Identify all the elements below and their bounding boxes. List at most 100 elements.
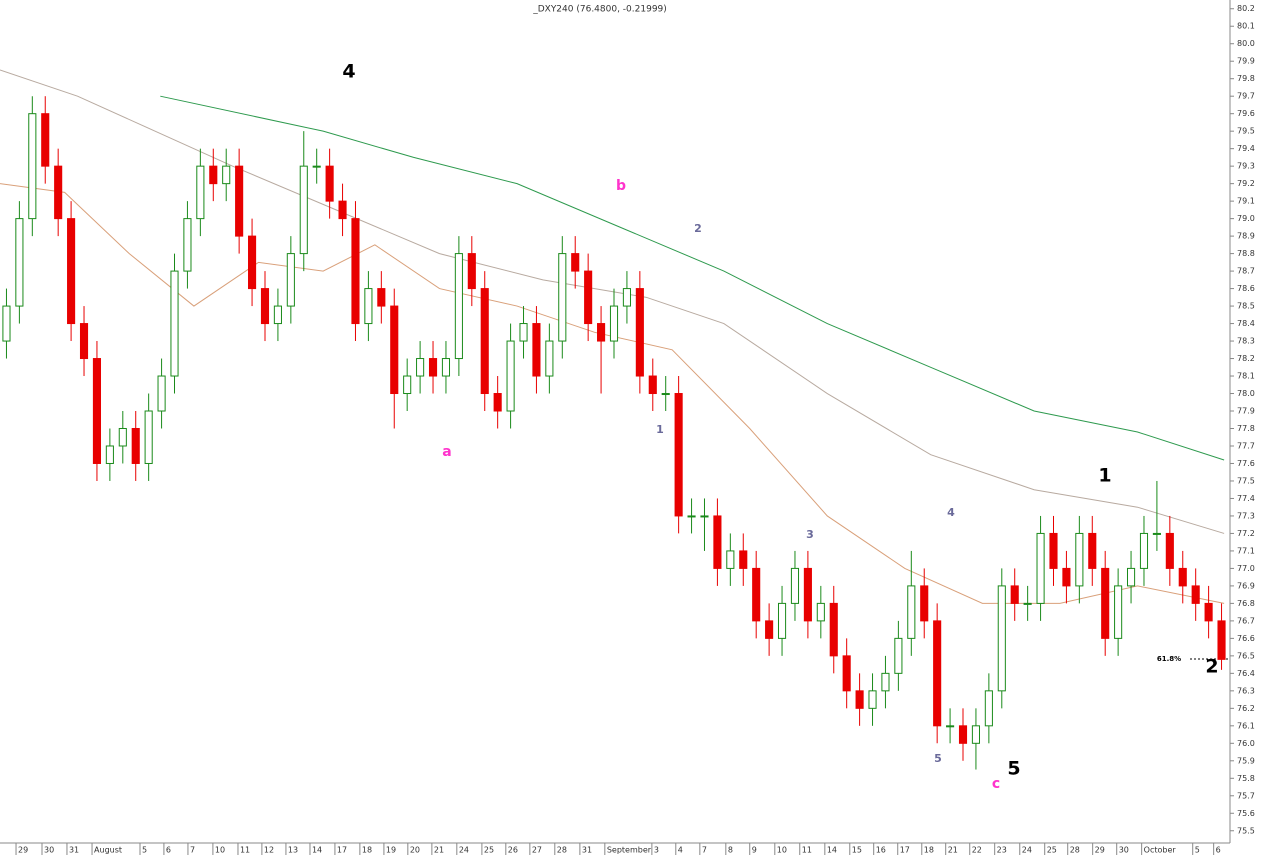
y-tick-label: 77.4 [1237, 494, 1255, 503]
x-tick-label: 14 [827, 846, 837, 855]
candle-body [67, 218, 76, 325]
x-tick-label: 25 [484, 846, 494, 855]
candle-body [1101, 567, 1110, 639]
candle-body [364, 288, 373, 325]
y-tick-label: 76.8 [1237, 599, 1255, 608]
y-tick-label: 78.7 [1237, 267, 1255, 276]
candle-body [661, 393, 670, 396]
x-tick-label: 21 [948, 846, 958, 855]
x-tick-label: 18 [924, 846, 934, 855]
candle-body [803, 567, 812, 622]
annotation: c [992, 776, 1000, 792]
x-tick-label: 27 [532, 846, 542, 855]
candle-body [713, 515, 722, 569]
candle-body [118, 427, 127, 447]
y-tick-label: 77.1 [1237, 546, 1255, 555]
x-tick-label: 15 [852, 846, 862, 855]
candle-body [403, 375, 412, 395]
y-tick-label: 78.5 [1237, 302, 1255, 311]
candle-body [1075, 532, 1084, 587]
candle-body [351, 218, 360, 325]
y-tick-label: 76.9 [1237, 581, 1255, 590]
candle-body [790, 567, 800, 604]
y-tick-label: 79.3 [1237, 162, 1255, 171]
candle-body [958, 725, 968, 744]
y-tick-label: 76.7 [1237, 616, 1255, 625]
candle-body [183, 218, 192, 272]
y-tick-label: 78.3 [1237, 337, 1255, 346]
x-tick-label: 22 [972, 846, 982, 855]
y-tick-label: 79.6 [1237, 109, 1255, 118]
y-tick-label: 77.3 [1237, 511, 1255, 520]
candle-body [325, 165, 334, 202]
candle-body [726, 550, 735, 569]
candle-body [739, 550, 748, 569]
candle-body [157, 375, 166, 412]
annotation: 3 [806, 528, 814, 541]
candle-body [687, 515, 696, 518]
y-tick-label: 79.7 [1237, 92, 1255, 101]
annotation: 2 [694, 222, 702, 235]
candle-body [907, 585, 916, 639]
candle-body [1036, 532, 1045, 604]
candle-body [338, 200, 347, 220]
y-tick-label: 76.1 [1237, 721, 1255, 730]
x-tick-label: 26 [508, 846, 518, 855]
candle-body [584, 270, 593, 325]
x-tick-label: 5 [142, 846, 147, 855]
candle-body [480, 288, 489, 395]
candle-body [170, 270, 179, 377]
y-tick-label: 79.9 [1237, 57, 1255, 66]
moving-average [0, 69, 1225, 534]
candle-body [209, 165, 218, 185]
annotation: 4 [342, 61, 355, 83]
x-tick-label: 7 [190, 846, 195, 855]
candle-body [519, 323, 528, 342]
y-tick-label: 78.1 [1237, 372, 1255, 381]
candle-body [377, 288, 386, 307]
x-tick-label: 10 [215, 846, 225, 855]
x-tick-label: 24 [459, 846, 469, 855]
x-tick-label: 21 [434, 846, 444, 855]
y-tick-label: 76.4 [1237, 669, 1255, 678]
x-tick-label: 25 [1047, 846, 1057, 855]
candle-body [416, 358, 425, 377]
candle-body [765, 620, 774, 639]
x-tick-label: 19 [386, 846, 396, 855]
candle-body [1165, 532, 1174, 569]
candle-body [777, 602, 787, 639]
x-tick-label: 28 [1070, 846, 1080, 855]
candle-body [894, 637, 903, 674]
candle-body [312, 165, 321, 168]
candle-body [248, 235, 257, 290]
y-tick-label: 75.5 [1237, 826, 1255, 835]
y-tick-label: 80.2 [1237, 4, 1255, 13]
annotation: 1 [1098, 465, 1111, 487]
x-tick-label: 28 [557, 846, 567, 855]
candle-body [816, 602, 825, 622]
candle-body [1204, 602, 1213, 622]
y-tick-label: 76.5 [1237, 651, 1255, 660]
y-tick-label: 79.0 [1237, 214, 1255, 223]
y-tick-label: 75.7 [1237, 791, 1255, 800]
x-tick-label: 23 [997, 846, 1007, 855]
x-tick-label: 14 [312, 846, 322, 855]
candle-body [222, 165, 231, 185]
candle-body [15, 218, 24, 307]
y-tick-label: 77.5 [1237, 476, 1255, 485]
x-tick-label: 30 [44, 846, 54, 855]
annotation: 4 [947, 506, 955, 519]
candle-body [390, 305, 399, 395]
candle-body [79, 323, 89, 360]
y-tick-label: 80.1 [1237, 22, 1255, 31]
y-tick-label: 77.0 [1237, 564, 1255, 573]
candle-body [299, 165, 308, 255]
candle-body [92, 358, 102, 464]
candle-body [635, 288, 644, 377]
x-tick-label: August [94, 846, 122, 855]
y-tick-label: 79.2 [1237, 179, 1255, 188]
candle-body [196, 165, 205, 220]
x-tick-label: 16 [876, 846, 886, 855]
y-tick-label: 77.7 [1237, 441, 1255, 450]
